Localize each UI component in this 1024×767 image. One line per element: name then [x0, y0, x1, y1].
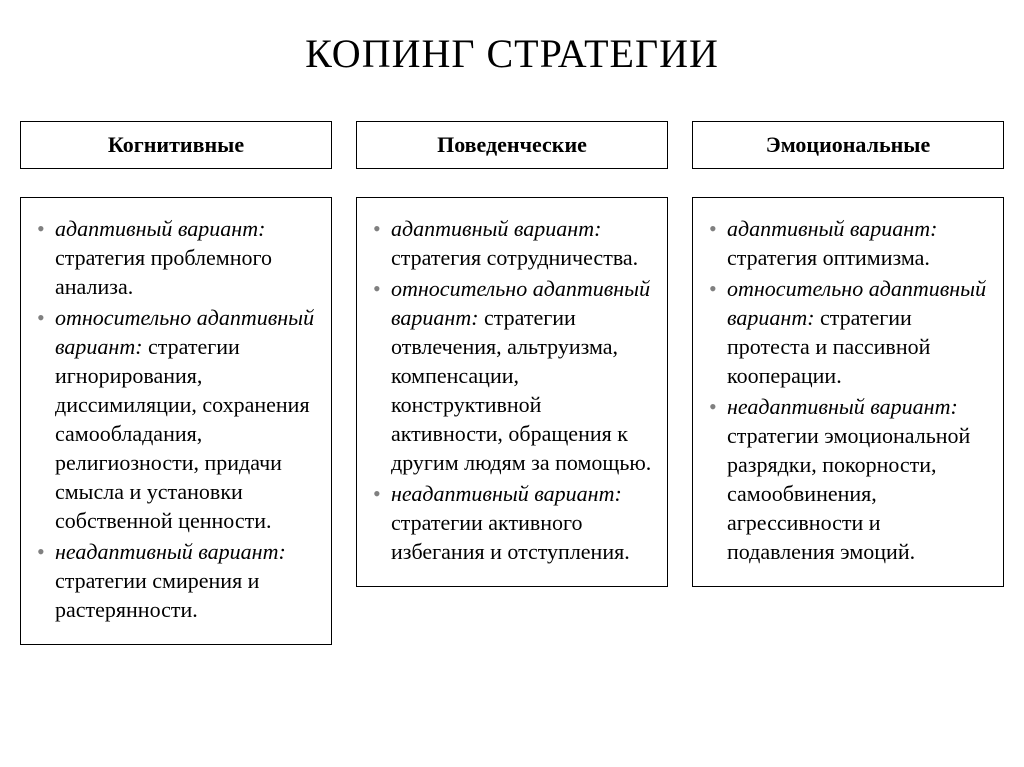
- column-header: Поведенческие: [356, 121, 668, 169]
- item-text: стратегии игнорирования, диссимиляции, с…: [55, 334, 310, 533]
- item-text: стратегии отвлечения, альтруизма, компен…: [391, 305, 651, 475]
- column-header: Когнитивные: [20, 121, 332, 169]
- item-label: адаптивный вариант:: [55, 216, 265, 241]
- column-gap: [20, 169, 332, 183]
- item-list: адаптивный вариант: стратегия сотрудниче…: [369, 214, 655, 566]
- column-emotional: Эмоциональные адаптивный вариант: страте…: [692, 121, 1004, 645]
- item-text: стратегии активного избегания и отступле…: [391, 510, 630, 564]
- column-gap: [356, 169, 668, 183]
- item-text: стратегии эмоциональной разрядки, покорн…: [727, 423, 970, 564]
- item-text: стратегия сотрудничества.: [391, 245, 638, 270]
- item-label: адаптивный вариант:: [727, 216, 937, 241]
- list-item: неадаптивный вариант: стратегии смирения…: [37, 537, 319, 624]
- column-body: адаптивный вариант: стратегия оптимизма.…: [692, 197, 1004, 587]
- item-label: неадаптивный вариант:: [727, 394, 958, 419]
- column-behavioral: Поведенческие адаптивный вариант: страте…: [356, 121, 668, 645]
- column-cognitive: Когнитивные адаптивный вариант: стратеги…: [20, 121, 332, 645]
- list-item: неадаптивный вариант: стратегии активног…: [373, 479, 655, 566]
- list-item: адаптивный вариант: стратегия сотрудниче…: [373, 214, 655, 272]
- columns-container: Когнитивные адаптивный вариант: стратеги…: [10, 121, 1014, 645]
- list-item: адаптивный вариант: стратегия оптимизма.: [709, 214, 991, 272]
- list-item: адаптивный вариант: стратегия проблемног…: [37, 214, 319, 301]
- item-text: стратегии смирения и растерянности.: [55, 568, 259, 622]
- list-item: относительно адаптивный вариант: стратег…: [37, 303, 319, 535]
- column-header: Эмоциональные: [692, 121, 1004, 169]
- item-list: адаптивный вариант: стратегия оптимизма.…: [705, 214, 991, 566]
- item-text: стратегия оптимизма.: [727, 245, 930, 270]
- item-text: стратегия проблемного анализа.: [55, 245, 272, 299]
- item-label: неадаптивный вариант:: [391, 481, 622, 506]
- column-body: адаптивный вариант: стратегия проблемног…: [20, 197, 332, 645]
- column-body: адаптивный вариант: стратегия сотрудниче…: [356, 197, 668, 587]
- list-item: относительно адаптивный вариант: стратег…: [373, 274, 655, 477]
- item-label: неадаптивный вариант:: [55, 539, 286, 564]
- item-label: адаптивный вариант:: [391, 216, 601, 241]
- page-title: КОПИНГ СТРАТЕГИИ: [10, 30, 1014, 77]
- list-item: неадаптивный вариант: стратегии эмоциона…: [709, 392, 991, 566]
- column-gap: [692, 169, 1004, 183]
- item-list: адаптивный вариант: стратегия проблемног…: [33, 214, 319, 624]
- list-item: относительно адаптивный вариант: стратег…: [709, 274, 991, 390]
